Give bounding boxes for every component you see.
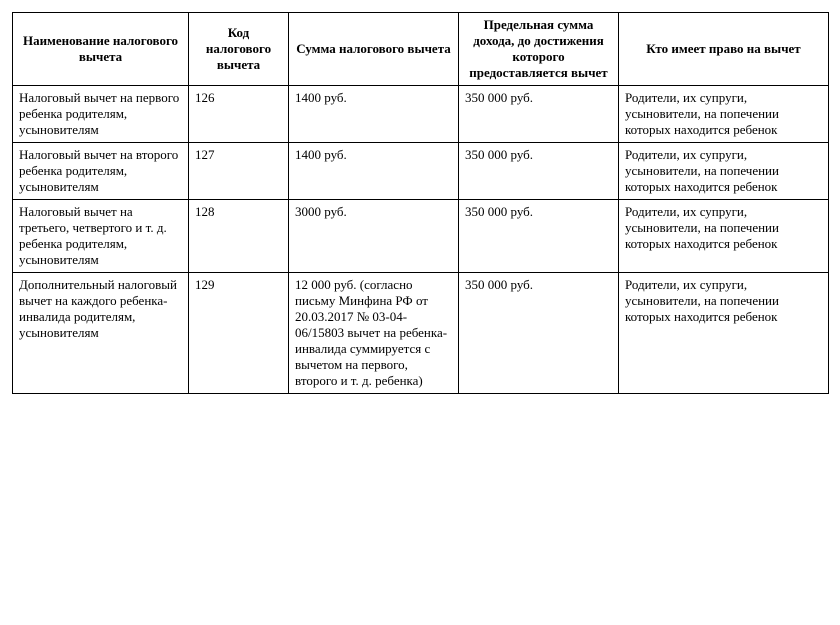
cell-who: Родители, их супруги, усыновители, на по… bbox=[619, 86, 829, 143]
cell-code: 129 bbox=[189, 273, 289, 394]
cell-who: Родители, их супруги, усыновители, на по… bbox=[619, 143, 829, 200]
cell-code: 126 bbox=[189, 86, 289, 143]
table-row: Налоговый вычет на третьего, четвертого … bbox=[13, 200, 829, 273]
col-header-who: Кто имеет право на вычет bbox=[619, 13, 829, 86]
cell-limit: 350 000 руб. bbox=[459, 86, 619, 143]
cell-amount: 3000 руб. bbox=[289, 200, 459, 273]
cell-amount: 1400 руб. bbox=[289, 86, 459, 143]
cell-limit: 350 000 руб. bbox=[459, 143, 619, 200]
cell-amount: 12 000 руб. (согласно письму Минфина РФ … bbox=[289, 273, 459, 394]
col-header-name: Наименование налогового вычета bbox=[13, 13, 189, 86]
col-header-limit: Предельная сумма дохода, до достижения к… bbox=[459, 13, 619, 86]
table-row: Дополнительный налоговый вычет на каждог… bbox=[13, 273, 829, 394]
cell-name: Налоговый вычет на второго ребенка родит… bbox=[13, 143, 189, 200]
table-body: Налоговый вычет на первого ребенка родит… bbox=[13, 86, 829, 394]
cell-name: Налоговый вычет на первого ребенка родит… bbox=[13, 86, 189, 143]
cell-limit: 350 000 руб. bbox=[459, 200, 619, 273]
table-head: Наименование налогового вычета Код налог… bbox=[13, 13, 829, 86]
cell-amount: 1400 руб. bbox=[289, 143, 459, 200]
cell-who: Родители, их супруги, усыновители, на по… bbox=[619, 273, 829, 394]
cell-who: Родители, их супруги, усыновители, на по… bbox=[619, 200, 829, 273]
cell-limit: 350 000 руб. bbox=[459, 273, 619, 394]
tax-deductions-table: Наименование налогового вычета Код налог… bbox=[12, 12, 829, 394]
cell-name: Дополнительный налоговый вычет на каждог… bbox=[13, 273, 189, 394]
col-header-amount: Сумма налогового вычета bbox=[289, 13, 459, 86]
cell-code: 128 bbox=[189, 200, 289, 273]
cell-name: Налоговый вычет на третьего, четвертого … bbox=[13, 200, 189, 273]
cell-code: 127 bbox=[189, 143, 289, 200]
col-header-code: Код налогового вычета bbox=[189, 13, 289, 86]
table-row: Налоговый вычет на первого ребенка родит… bbox=[13, 86, 829, 143]
table-header-row: Наименование налогового вычета Код налог… bbox=[13, 13, 829, 86]
table-row: Налоговый вычет на второго ребенка родит… bbox=[13, 143, 829, 200]
